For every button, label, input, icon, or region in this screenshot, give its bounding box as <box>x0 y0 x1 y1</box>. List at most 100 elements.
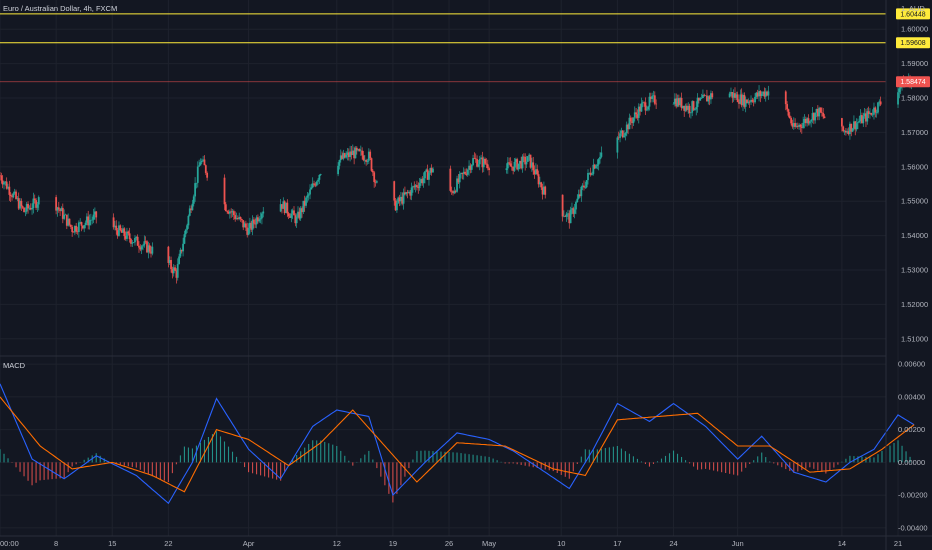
candle-body <box>33 198 36 201</box>
time-axis[interactable]: 00:0081522Apr121926May101724Jun1421Jul12… <box>0 539 932 548</box>
candle-body <box>95 211 98 218</box>
candle-body <box>313 183 315 185</box>
candle-body <box>579 194 581 197</box>
candle-body <box>366 160 369 162</box>
candle-body <box>142 245 144 247</box>
candle-body <box>592 164 595 174</box>
candle-body <box>866 111 869 122</box>
candle-body <box>305 197 307 206</box>
candle-body <box>541 187 544 195</box>
candle-body <box>818 107 821 117</box>
candle-body <box>130 239 132 244</box>
candle-body <box>505 168 508 171</box>
candle-body <box>472 158 474 165</box>
candle-body <box>457 178 460 183</box>
macd-axis[interactable]: 0.00600 0.00400 0.00200 0.00000 -0.00200 -0.0… <box>898 360 928 533</box>
candle-body <box>865 113 867 122</box>
candle-body <box>15 191 17 199</box>
candle-body <box>584 187 587 188</box>
candle-body <box>351 150 354 156</box>
time-tick-label: 22 <box>164 539 172 548</box>
candle-body <box>353 150 356 159</box>
candle-body <box>139 247 142 250</box>
candle-body <box>470 164 473 170</box>
candle-body <box>762 91 764 94</box>
candle-body <box>804 118 807 124</box>
price-level-lines[interactable] <box>0 13 886 83</box>
candle-body <box>799 124 802 127</box>
candle-body <box>621 130 624 138</box>
candle-body <box>454 190 457 192</box>
candle-body <box>28 207 31 209</box>
candle-body <box>803 118 806 123</box>
candle-body <box>875 112 878 114</box>
candle-body <box>676 98 679 107</box>
candle-body <box>469 165 472 170</box>
candle-body <box>69 224 72 227</box>
candle-body <box>530 162 533 168</box>
candle-body <box>819 107 822 113</box>
level-price-badge: 1.60448 <box>900 11 925 18</box>
candle-body <box>422 178 425 184</box>
candle-body <box>168 260 171 263</box>
candle-body <box>59 209 62 212</box>
candle-body <box>27 203 29 209</box>
candle-body <box>518 160 521 164</box>
level-price-badge: 1.59608 <box>900 40 925 47</box>
candle-body <box>873 107 875 115</box>
candle-body <box>474 158 477 160</box>
macd-tick-label: 0.00200 <box>898 425 925 434</box>
candle-body <box>418 183 421 189</box>
candle-body <box>751 99 754 102</box>
candle-body <box>453 190 456 194</box>
candle-body <box>581 185 584 187</box>
candle-body <box>0 175 3 181</box>
candle-body <box>307 194 310 196</box>
candle-body <box>561 194 564 217</box>
time-tick-label: 10 <box>557 539 565 548</box>
candle-body <box>179 249 182 257</box>
candle-body <box>131 242 134 244</box>
candle-body <box>413 186 416 188</box>
candle-body <box>143 241 146 246</box>
candle-body <box>349 151 352 157</box>
candle-body <box>318 174 321 180</box>
candle-body <box>708 96 711 100</box>
candle-body <box>347 152 350 157</box>
candle-body <box>631 121 633 124</box>
candle-body <box>180 249 183 252</box>
candle-body <box>812 113 815 121</box>
macd-tick-label: 0.00600 <box>898 360 925 369</box>
candle-body <box>223 177 226 205</box>
candle-body <box>576 198 579 203</box>
price-axis[interactable]: 1.51000 1.52000 1.53000 1.54000 1.55000 1.560… <box>901 25 928 344</box>
candle-body <box>170 260 172 270</box>
candle-body <box>742 94 744 106</box>
candle-body <box>532 162 535 171</box>
candle-body <box>512 166 515 171</box>
candle-body <box>57 207 60 210</box>
candle-body <box>60 207 63 212</box>
candle-body <box>254 223 257 225</box>
macd-tick-label: -0.00200 <box>898 491 928 500</box>
candle-body <box>242 220 245 228</box>
time-tick-label: 00:00 <box>0 539 19 548</box>
candle-body <box>538 182 541 185</box>
candle-body <box>620 130 623 134</box>
candle-body <box>281 204 283 209</box>
candle-body <box>688 105 691 114</box>
candle-body <box>510 166 513 168</box>
candle-body <box>691 101 694 113</box>
candle-body <box>404 192 406 195</box>
candle-body <box>766 91 768 96</box>
candle-body <box>458 174 461 183</box>
time-tick-label: 8 <box>54 539 58 548</box>
candle-body <box>897 92 899 105</box>
price-tick-label: 1.60000 <box>901 25 928 34</box>
candle-body <box>477 164 480 167</box>
candle-body <box>572 208 575 214</box>
candle-body <box>681 105 684 108</box>
candle-body <box>231 211 234 213</box>
macd-label: MACD <box>3 361 26 370</box>
